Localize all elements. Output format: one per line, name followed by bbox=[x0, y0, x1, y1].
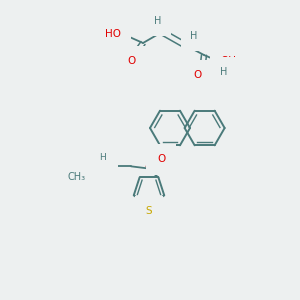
Text: OH: OH bbox=[220, 56, 236, 66]
Text: H: H bbox=[154, 16, 162, 26]
Text: H: H bbox=[99, 153, 105, 162]
Text: CH₃: CH₃ bbox=[68, 172, 86, 182]
Polygon shape bbox=[146, 161, 161, 167]
Text: HO: HO bbox=[105, 29, 121, 39]
Text: H: H bbox=[220, 67, 228, 77]
Text: H: H bbox=[190, 31, 198, 41]
Text: O: O bbox=[194, 70, 202, 80]
Text: S: S bbox=[146, 206, 152, 216]
Text: O: O bbox=[128, 56, 136, 66]
Text: NH: NH bbox=[92, 161, 108, 171]
Text: O: O bbox=[157, 154, 165, 164]
